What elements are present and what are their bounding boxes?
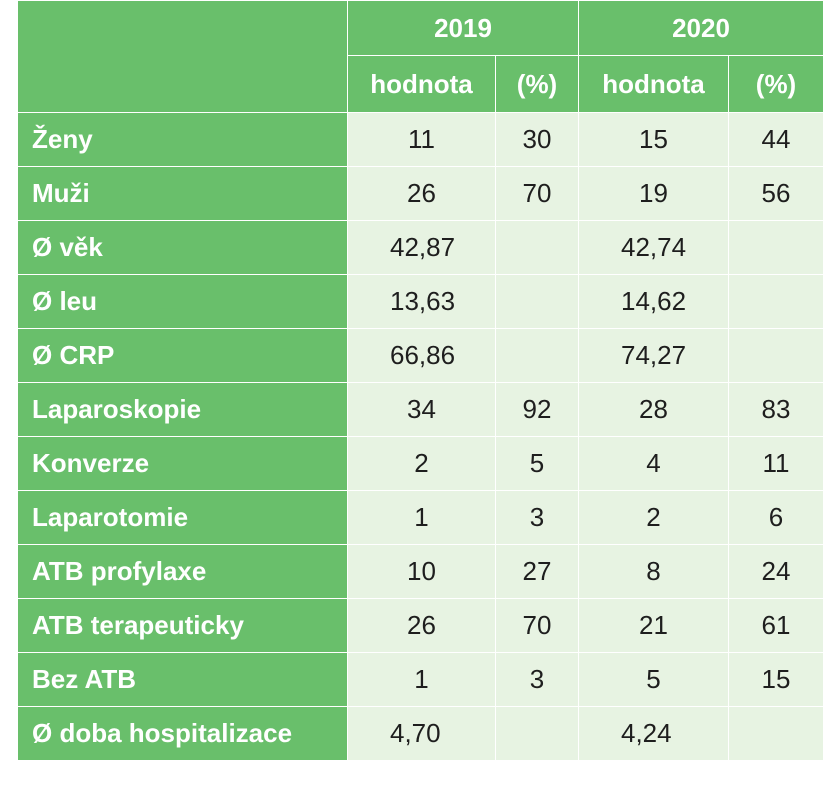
percent-2020-cell: 15 bbox=[728, 652, 824, 707]
subheader-percent-2020: (%) bbox=[728, 55, 824, 113]
value-2019-cell: 26 bbox=[347, 166, 496, 221]
row-label: Laparotomie bbox=[17, 490, 348, 545]
value-2020-cell: 14,62 bbox=[578, 274, 729, 329]
percent-2020-cell bbox=[728, 328, 824, 383]
subheader-row: hodnota (%) hodnota (%) bbox=[18, 55, 824, 113]
percent-2020-cell bbox=[728, 706, 824, 761]
table-row: Ženy 11 30 15 44 bbox=[17, 112, 824, 167]
year-2019-header: 2019 bbox=[347, 0, 579, 56]
value-2019-cell: 4,70 bbox=[347, 706, 496, 761]
table-row: Laparotomie 1 3 2 6 bbox=[17, 490, 824, 545]
corner-header-cell bbox=[17, 0, 348, 113]
row-label: Ø CRP bbox=[17, 328, 348, 383]
value-2020-cell: 74,27 bbox=[578, 328, 729, 383]
subheader-hodnota-2020: hodnota bbox=[578, 55, 729, 113]
value-2019-cell: 13,63 bbox=[347, 274, 496, 329]
table-row: Bez ATB 1 3 5 15 bbox=[17, 652, 824, 707]
table-row: Konverze 2 5 4 11 bbox=[17, 436, 824, 491]
value-2019-cell: 2 bbox=[347, 436, 496, 491]
table-row: ATB terapeuticky 26 70 21 61 bbox=[17, 598, 824, 653]
percent-2020-cell bbox=[728, 274, 824, 329]
value-2020-cell: 21 bbox=[578, 598, 729, 653]
table-row: Ø CRP 66,86 74,27 bbox=[17, 328, 824, 383]
value-2020-cell: 28 bbox=[578, 382, 729, 437]
table-row: Laparoskopie 34 92 28 83 bbox=[17, 382, 824, 437]
percent-2020-cell: 56 bbox=[728, 166, 824, 221]
year-header-row: 2019 2020 bbox=[17, 0, 824, 113]
percent-2020-cell: 61 bbox=[728, 598, 824, 653]
percent-2019-cell: 3 bbox=[495, 490, 579, 545]
table-body: Ženy 11 30 15 44 Muži 26 70 19 56 Ø věk 42,87 42,74 Ø… bbox=[17, 112, 824, 761]
row-label: Ø leu bbox=[17, 274, 348, 329]
row-label: Ø věk bbox=[17, 220, 348, 275]
percent-2019-cell bbox=[495, 328, 579, 383]
row-label: Konverze bbox=[17, 436, 348, 491]
value-2020-cell: 2 bbox=[578, 490, 729, 545]
row-label: ATB terapeuticky bbox=[17, 598, 348, 653]
value-2020-cell: 8 bbox=[578, 544, 729, 599]
year-2020-header: 2020 bbox=[578, 0, 824, 56]
table-row: Ø věk 42,87 42,74 bbox=[17, 220, 824, 275]
percent-2019-cell: 92 bbox=[495, 382, 579, 437]
percent-2020-cell: 6 bbox=[728, 490, 824, 545]
table-row: ATB profylaxe 10 27 8 24 bbox=[17, 544, 824, 599]
value-2019-cell: 34 bbox=[347, 382, 496, 437]
percent-2019-cell bbox=[495, 706, 579, 761]
percent-2020-cell: 11 bbox=[728, 436, 824, 491]
row-label: Laparoskopie bbox=[17, 382, 348, 437]
value-2019-cell: 10 bbox=[347, 544, 496, 599]
percent-2020-cell bbox=[728, 220, 824, 275]
table-row: Ø leu 13,63 14,62 bbox=[17, 274, 824, 329]
percent-2019-cell: 70 bbox=[495, 598, 579, 653]
value-2020-cell: 4,24 bbox=[578, 706, 729, 761]
row-label: ATB profylaxe bbox=[17, 544, 348, 599]
value-2020-cell: 15 bbox=[578, 112, 729, 167]
percent-2019-cell: 30 bbox=[495, 112, 579, 167]
value-2020-cell: 19 bbox=[578, 166, 729, 221]
data-table: 2019 2020 hodnota (%) hodnota (%) Ženy 11… bbox=[17, 0, 824, 761]
percent-2020-cell: 44 bbox=[728, 112, 824, 167]
row-label: Ø doba hospitalizace bbox=[17, 706, 348, 761]
value-2020-cell: 5 bbox=[578, 652, 729, 707]
table-row: Ø doba hospitalizace 4,70 4,24 bbox=[17, 706, 824, 761]
value-2019-cell: 26 bbox=[347, 598, 496, 653]
row-label: Bez ATB bbox=[17, 652, 348, 707]
percent-2020-cell: 24 bbox=[728, 544, 824, 599]
value-2019-cell: 42,87 bbox=[347, 220, 496, 275]
value-2020-cell: 4 bbox=[578, 436, 729, 491]
value-2019-cell: 11 bbox=[347, 112, 496, 167]
row-label: Ženy bbox=[17, 112, 348, 167]
row-label: Muži bbox=[17, 166, 348, 221]
percent-2019-cell bbox=[495, 274, 579, 329]
table-row: Muži 26 70 19 56 bbox=[17, 166, 824, 221]
value-2019-cell: 1 bbox=[347, 490, 496, 545]
subheader-percent-2019: (%) bbox=[495, 55, 579, 113]
percent-2019-cell: 70 bbox=[495, 166, 579, 221]
percent-2019-cell: 3 bbox=[495, 652, 579, 707]
value-2019-cell: 1 bbox=[347, 652, 496, 707]
value-2020-cell: 42,74 bbox=[578, 220, 729, 275]
percent-2020-cell: 83 bbox=[728, 382, 824, 437]
percent-2019-cell: 27 bbox=[495, 544, 579, 599]
percent-2019-cell bbox=[495, 220, 579, 275]
subheader-hodnota-2019: hodnota bbox=[347, 55, 496, 113]
value-2019-cell: 66,86 bbox=[347, 328, 496, 383]
percent-2019-cell: 5 bbox=[495, 436, 579, 491]
